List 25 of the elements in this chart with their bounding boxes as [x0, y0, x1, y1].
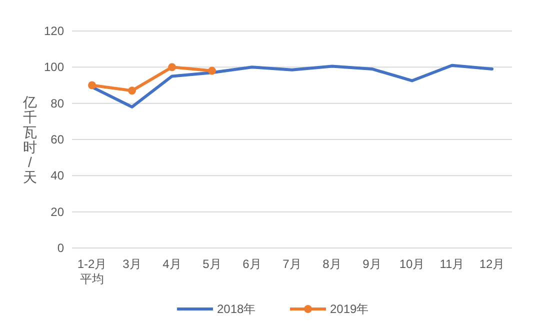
x-tick-label: 4月	[162, 257, 182, 271]
x-tick-label: 1-2月平均	[77, 257, 107, 286]
x-tick-label: 11月	[440, 257, 464, 271]
x-tick-label: 9月	[362, 257, 382, 271]
x-tick-label: 12月	[479, 257, 505, 271]
x-tick-label: 10月	[399, 257, 425, 271]
legend-label: 2018年	[217, 302, 256, 316]
x-tick-label: 3月	[122, 257, 142, 271]
point	[208, 66, 216, 75]
x-tick-label: 5月	[202, 257, 222, 271]
x-tick-label: 6月	[242, 257, 262, 271]
point	[168, 63, 176, 72]
x-tick-label: 8月	[322, 257, 342, 271]
y-tick-label: 0	[57, 241, 64, 255]
y-tick-label: 80	[50, 96, 64, 110]
y-axis-title: 亿千瓦时/天	[22, 94, 37, 185]
y-tick-label: 100	[44, 60, 64, 74]
legend-label: 2019年	[330, 302, 369, 316]
y-tick-label: 120	[44, 24, 64, 38]
x-tick-label: 7月	[282, 257, 302, 271]
point	[88, 81, 96, 90]
y-tick-label: 40	[50, 168, 64, 183]
y-tick-label: 20	[50, 204, 64, 219]
y-tick-label: 60	[50, 132, 64, 146]
point	[128, 86, 136, 95]
